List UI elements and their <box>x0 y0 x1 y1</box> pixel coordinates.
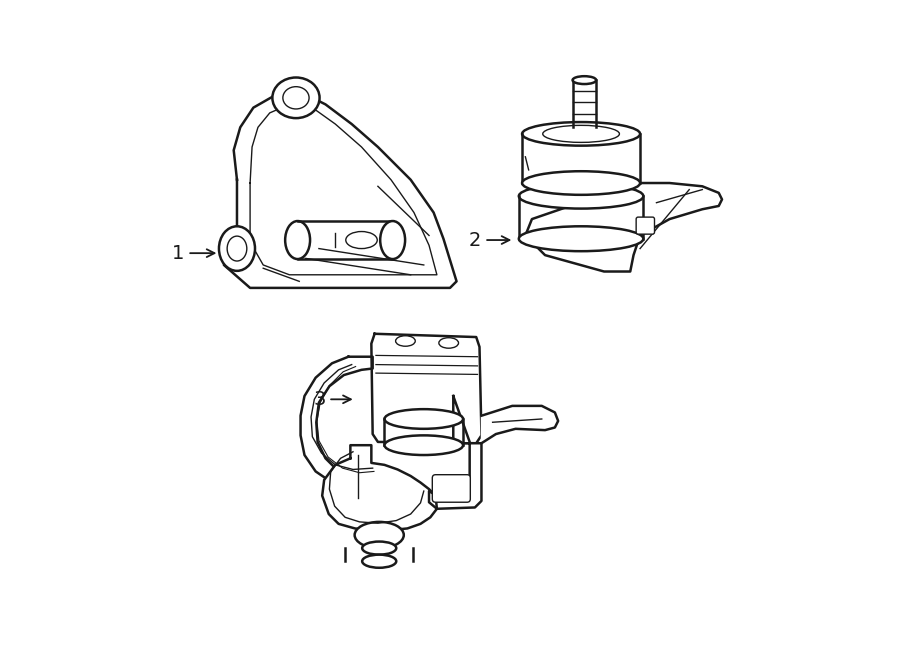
Ellipse shape <box>219 226 255 271</box>
Ellipse shape <box>346 231 377 249</box>
Ellipse shape <box>518 226 644 251</box>
Polygon shape <box>429 396 482 509</box>
Ellipse shape <box>522 171 640 195</box>
Polygon shape <box>482 406 558 444</box>
Polygon shape <box>526 183 722 272</box>
Ellipse shape <box>518 184 644 209</box>
Ellipse shape <box>384 436 464 455</box>
Ellipse shape <box>227 236 247 261</box>
Ellipse shape <box>396 336 415 346</box>
Ellipse shape <box>522 122 640 145</box>
Ellipse shape <box>384 409 464 429</box>
Polygon shape <box>322 446 436 530</box>
Text: 3: 3 <box>313 390 351 408</box>
Bar <box>298 221 392 259</box>
Ellipse shape <box>572 76 596 84</box>
Ellipse shape <box>362 541 396 555</box>
FancyBboxPatch shape <box>636 217 654 234</box>
Ellipse shape <box>285 221 310 259</box>
Text: 2: 2 <box>469 231 509 250</box>
Ellipse shape <box>273 77 320 118</box>
Polygon shape <box>301 357 384 488</box>
Ellipse shape <box>362 555 396 568</box>
Ellipse shape <box>355 522 404 548</box>
Text: 1: 1 <box>172 244 214 262</box>
Ellipse shape <box>439 338 458 348</box>
FancyBboxPatch shape <box>432 475 471 502</box>
Polygon shape <box>224 91 456 288</box>
Ellipse shape <box>543 126 619 142</box>
Ellipse shape <box>283 87 309 109</box>
Ellipse shape <box>380 221 405 259</box>
Polygon shape <box>372 334 482 444</box>
